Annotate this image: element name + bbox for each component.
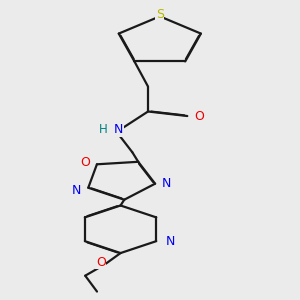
Text: O: O <box>80 155 90 169</box>
Text: N: N <box>114 123 123 136</box>
Text: O: O <box>96 256 106 268</box>
Text: O: O <box>194 110 204 122</box>
Text: N: N <box>162 177 172 190</box>
Text: S: S <box>156 8 164 21</box>
Text: N: N <box>165 235 175 248</box>
Text: N: N <box>72 184 81 196</box>
Text: H: H <box>98 123 107 136</box>
